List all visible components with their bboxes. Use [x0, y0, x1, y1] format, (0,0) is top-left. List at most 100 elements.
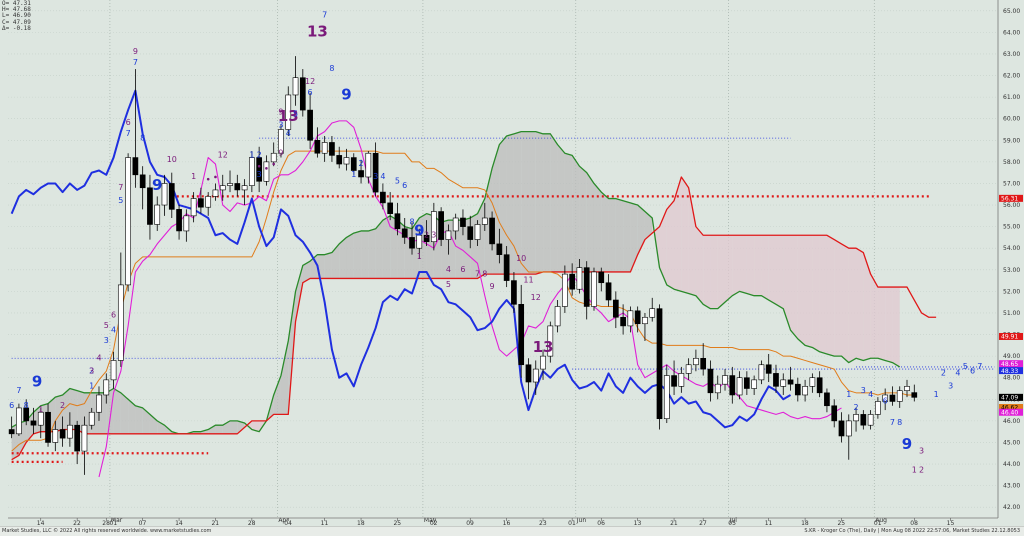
setup-star-marker [257, 164, 261, 168]
candle-body [518, 304, 525, 366]
candle-body [525, 364, 532, 383]
candle-body [423, 234, 430, 243]
candle-body [205, 196, 212, 208]
cloud-segment [382, 215, 391, 279]
setup-count-label: 6 [402, 181, 407, 190]
candle-body [845, 420, 852, 437]
cloud-segment [280, 341, 289, 415]
setup-count-label: 6 [460, 265, 465, 274]
price-flag [999, 360, 1023, 368]
candle-body [765, 364, 772, 374]
cloud-segment [775, 235, 784, 309]
dotted-levels [11, 137, 995, 463]
cloud-segment [805, 235, 813, 348]
candle-body [263, 161, 270, 182]
candle-body [387, 202, 394, 214]
price-flag [999, 367, 1023, 375]
x-tick-label: 14 [175, 520, 183, 526]
cloud-segment [550, 133, 558, 272]
ohlc-readout: O= 47.31 H= 47.68 L= 46.90 C= 47.09 Δ= -… [2, 0, 31, 32]
candle-body [285, 94, 292, 130]
candle-body [489, 217, 495, 245]
candle-body [576, 267, 583, 290]
setup-count-label: 1 [417, 252, 422, 261]
cloud-segment [295, 265, 303, 322]
candle-body [438, 211, 444, 240]
x-tick-label: 14 [37, 520, 45, 526]
candle-body [96, 394, 102, 413]
cloud-segment [797, 235, 806, 346]
x-tick-label: 05 [728, 520, 736, 526]
cloud-segment [368, 228, 376, 279]
candle-body [307, 109, 313, 141]
setup-count-label: 9 [133, 47, 138, 56]
cloud-segment [703, 235, 711, 309]
candles [8, 56, 918, 475]
ohlc-change: Δ= -0.18 [2, 24, 31, 32]
cloud-segment [535, 131, 544, 275]
x-tick-label: 25 [837, 520, 845, 526]
cloud-segment [135, 405, 143, 434]
y-tick-label: 61.00 [1003, 94, 1020, 101]
cloud-segment [761, 235, 769, 301]
price-flag-label: 49.91 [1001, 334, 1018, 341]
setup-count-label: 3 [104, 336, 109, 345]
setup-count-label: 7 [322, 10, 327, 19]
candle-body [649, 308, 656, 318]
x-tick-label: 13 [634, 520, 642, 526]
y-tick-label: 57.00 [1003, 180, 1020, 187]
y-tick-label: 62.00 [1003, 73, 1020, 80]
grid [8, 0, 998, 518]
candle-body [838, 420, 845, 437]
candle-body [372, 152, 379, 193]
cloud-segment [302, 261, 311, 283]
setup-count-label: 9 [278, 148, 283, 157]
setup-count-label: 2 [359, 159, 364, 168]
setup-count-label: 3 [948, 382, 953, 391]
candle-body [700, 357, 707, 370]
setup-count-label: 2 [854, 403, 859, 412]
month-label: Aug [875, 517, 887, 524]
cloud-segment [564, 153, 573, 272]
cloud-segment [506, 133, 514, 275]
candle-body [132, 157, 139, 176]
x-tick-label: 18 [801, 520, 809, 526]
candle-body [59, 429, 66, 439]
cloud-segment [659, 209, 667, 285]
y-tick-label: 55.00 [1003, 224, 1020, 231]
y-tick-label: 42.00 [1003, 504, 1020, 511]
cloud-segment [346, 233, 354, 279]
cloud-segment [681, 176, 689, 294]
candle-body [911, 392, 918, 398]
y-tick-label: 44.00 [1003, 461, 1020, 468]
candle-body [183, 215, 190, 232]
candle-body [656, 308, 663, 420]
cloud-segment [120, 392, 129, 434]
candle-body [249, 157, 255, 186]
cloud-segment [484, 168, 493, 275]
cloud-segment [237, 420, 245, 434]
setup-count-label: 9 [414, 221, 424, 239]
candle-body [365, 152, 372, 178]
cloud-segment [528, 131, 536, 275]
setup-count-label: 3 [861, 386, 866, 395]
cloud-segment [339, 237, 347, 279]
candle-body [605, 282, 612, 301]
candle-body [452, 217, 459, 232]
setup-count-label: 1 [249, 151, 254, 160]
candle-body [314, 139, 321, 154]
setup-count-label: 5 [446, 280, 451, 289]
setup-count-label: 5 [395, 176, 400, 185]
candle-body [627, 310, 634, 327]
setup-count-label: 12 [305, 77, 315, 86]
cloud-segment [826, 235, 835, 357]
cloud-segment [543, 133, 551, 272]
candle-body [168, 183, 175, 210]
cloud-segment [608, 198, 616, 272]
candle-body [896, 390, 903, 402]
y-tick-label: 53.00 [1003, 267, 1020, 274]
setup-count-label: 2 [89, 366, 94, 375]
cloud-segment [77, 390, 85, 434]
x-tick-label: 28 [102, 520, 110, 526]
